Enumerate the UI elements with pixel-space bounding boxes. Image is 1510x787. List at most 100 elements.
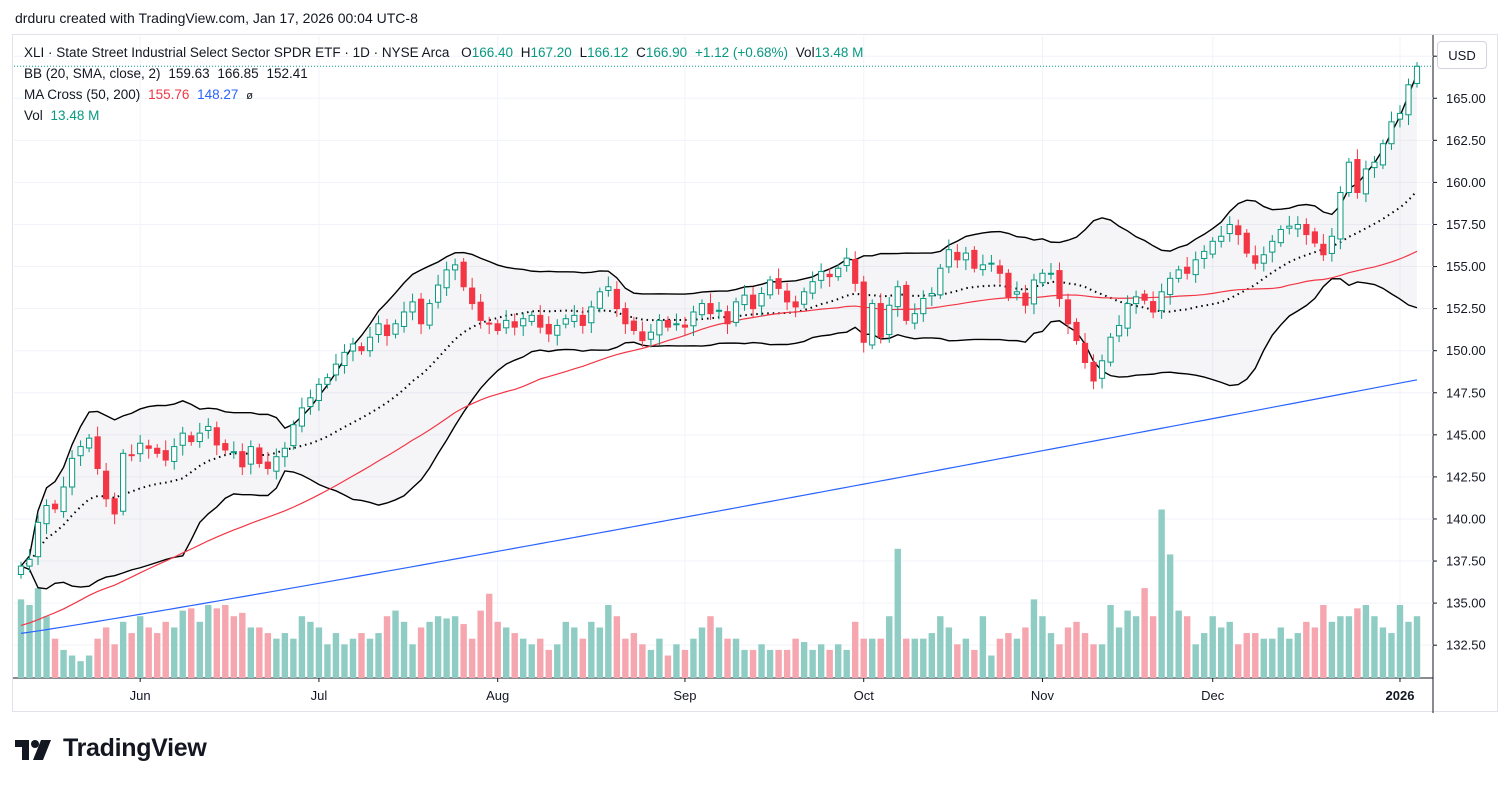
candle-body[interactable] [1277,229,1284,244]
candle-body[interactable] [562,318,569,325]
candle-body[interactable] [1047,272,1055,275]
candle-body[interactable] [1064,299,1072,325]
candle-body[interactable] [835,267,842,278]
candle-body[interactable] [486,322,493,325]
candle-body[interactable] [1005,272,1012,298]
candle-body[interactable] [766,279,774,296]
candle-body[interactable] [1098,360,1106,379]
candle-body[interactable] [1379,143,1387,166]
candle-body[interactable] [51,503,59,510]
tradingview-logo[interactable]: TradingView [15,734,207,763]
candle-body[interactable] [503,319,510,329]
candle-body[interactable] [332,363,340,376]
candle-body[interactable] [971,249,978,269]
candle-body[interactable] [681,324,689,328]
candle-body[interactable] [1396,112,1404,120]
candle-body[interactable] [1150,301,1157,313]
candle-body[interactable] [264,461,271,469]
candle-body[interactable] [85,437,93,449]
candle-body[interactable] [1388,121,1395,145]
candle-body[interactable] [1192,259,1199,276]
candle-body[interactable] [162,450,169,461]
candle-body[interactable] [1184,266,1191,274]
candle-body[interactable] [1039,272,1046,284]
candle-body[interactable] [1107,336,1114,363]
candle-body[interactable] [979,264,986,271]
candle-body[interactable] [613,288,620,310]
candle-body[interactable] [1201,250,1208,259]
candle-body[interactable] [775,278,782,289]
legend-bb-row[interactable]: BB (20, SMA, close, 2) 159.63 166.85 152… [24,66,312,81]
candle-body[interactable] [1013,291,1021,295]
candle-body[interactable] [409,301,416,313]
candle-body[interactable] [928,292,935,297]
candle-body[interactable] [886,304,893,336]
candle-body[interactable] [128,454,135,457]
candle-body[interactable] [247,446,254,465]
candle-body[interactable] [94,436,101,469]
candle-body[interactable] [1073,321,1080,342]
candle-body[interactable] [1345,161,1353,194]
candle-body[interactable] [469,287,476,305]
candle-body[interactable] [341,351,348,366]
candle-body[interactable] [26,558,33,567]
candle-body[interactable] [1167,277,1174,295]
candle-body[interactable] [1413,65,1421,84]
candle-body[interactable] [1354,159,1361,194]
candle-body[interactable] [1209,240,1216,255]
candle-body[interactable] [1269,240,1276,253]
candle-body[interactable] [724,311,731,325]
candle-body[interactable] [290,424,297,447]
candle-body[interactable] [639,331,646,342]
candle-body[interactable] [1124,303,1131,329]
candle-body[interactable] [554,324,561,336]
candle-body[interactable] [375,323,382,336]
candle-body[interactable] [1090,361,1097,382]
candle-body[interactable] [954,251,961,261]
candle-body[interactable] [383,324,391,337]
candle-body[interactable] [749,294,757,310]
candle-body[interactable] [520,318,527,327]
candle-body[interactable] [315,383,323,402]
candle-body[interactable] [230,451,237,454]
candle-body[interactable] [1175,269,1182,279]
candle-body[interactable] [324,377,331,385]
candle-body[interactable] [145,445,152,449]
candle-body[interactable] [120,452,127,512]
legend-ma-row[interactable]: MA Cross (50, 200) 155.76 148.27 ø [24,87,257,102]
candle-body[interactable] [698,303,706,316]
candle-body[interactable] [920,298,927,315]
candle-body[interactable] [1252,255,1259,264]
candle-body[interactable] [281,447,288,458]
candle-body[interactable] [758,292,765,307]
candle-body[interactable] [43,505,50,525]
candle-body[interactable] [1030,279,1038,305]
candle-body[interactable] [273,456,280,472]
candle-body[interactable] [452,264,459,271]
candle-body[interactable] [1311,231,1318,244]
candle-body[interactable] [1286,225,1293,229]
candle-body[interactable] [511,321,518,328]
price-chart[interactable]: 132.50 135.00 137.50 140.00 142.50 145.00 147.… [13,35,1499,713]
candle-body[interactable] [179,432,186,446]
candle-body[interactable] [426,303,433,326]
candle-body[interactable] [477,301,484,321]
candle-body[interactable] [111,498,118,515]
candle-body[interactable] [1337,192,1344,240]
candle-body[interactable] [537,314,544,328]
candle-body[interactable] [1303,223,1310,236]
candle-body[interactable] [417,298,425,325]
candle-body[interactable] [1260,254,1267,264]
candle-body[interactable] [1056,270,1063,300]
candle-body[interactable] [188,435,195,443]
candle-body[interactable] [996,265,1004,274]
candle-body[interactable] [460,261,467,288]
candle-body[interactable] [894,286,901,308]
candle-body[interactable] [1158,291,1165,312]
candle-body[interactable] [656,319,663,336]
candle-body[interactable] [298,407,306,427]
candle-body[interactable] [1022,292,1029,306]
candle-body[interactable] [1320,243,1327,256]
candle-body[interactable] [809,281,816,294]
candle-body[interactable] [843,257,850,267]
